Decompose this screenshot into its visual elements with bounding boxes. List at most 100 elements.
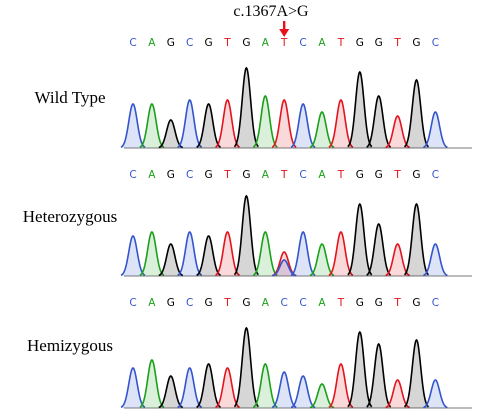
peak-T — [328, 231, 354, 276]
peak-A — [309, 243, 335, 277]
peak-fill — [328, 232, 353, 276]
peak-fill — [366, 224, 391, 276]
peak-G — [233, 326, 259, 408]
peak-C — [271, 371, 297, 409]
sample-label: Heterozygous — [23, 207, 117, 226]
peak-A — [309, 111, 335, 149]
mutation-arrow-icon — [279, 21, 290, 37]
base-letter: A — [318, 37, 326, 49]
peak-T — [328, 99, 354, 148]
peak-G — [366, 223, 392, 276]
base-letter: A — [262, 169, 270, 181]
base-letter: T — [280, 37, 288, 49]
base-letter: G — [412, 37, 420, 49]
peak-fill — [121, 368, 145, 408]
base-letter: T — [223, 169, 231, 181]
peak-fill — [385, 244, 410, 276]
peak-A — [139, 359, 165, 408]
peak-fill — [291, 232, 316, 276]
base-letter: C — [432, 37, 439, 49]
peak-A — [139, 231, 165, 276]
peak-fill — [158, 376, 183, 408]
base-letter: C — [299, 297, 306, 309]
peak-G — [196, 363, 222, 408]
peak-C — [177, 99, 203, 148]
base-letter: A — [148, 297, 156, 309]
base-letter: C — [432, 169, 439, 181]
peak-fill — [196, 236, 221, 276]
peak-fill — [139, 232, 164, 276]
base-letter: C — [129, 297, 136, 309]
peak-fill — [234, 328, 259, 408]
base-letter: T — [223, 37, 231, 49]
peak-C — [290, 375, 316, 409]
peak-T — [215, 231, 240, 276]
peak-fill — [272, 100, 297, 148]
peak-A — [252, 363, 278, 408]
peak-fill — [139, 104, 164, 148]
peak-fill — [253, 96, 278, 148]
peak-C — [177, 367, 203, 409]
peak-fill — [272, 372, 297, 408]
base-letter: A — [262, 297, 270, 309]
peak-fill — [291, 376, 316, 408]
base-letter: A — [318, 169, 326, 181]
base-letter: T — [337, 169, 345, 181]
sample-label: Wild Type — [35, 88, 106, 107]
peak-G — [347, 330, 373, 408]
peak-fill — [234, 68, 259, 148]
base-letter: G — [205, 37, 213, 49]
peak-fill — [253, 364, 278, 408]
peak-G — [347, 202, 373, 276]
base-letter: C — [129, 169, 136, 181]
peak-T — [328, 363, 354, 408]
base-letter: G — [356, 37, 364, 49]
peak-C — [423, 243, 448, 277]
peak-C — [423, 379, 448, 409]
peak-fill — [215, 368, 240, 408]
peak-fill — [196, 364, 221, 408]
peak-C — [120, 367, 146, 409]
base-letter: T — [337, 297, 345, 309]
base-letter: C — [299, 37, 306, 49]
peak-fill — [404, 204, 429, 276]
peak-T — [385, 243, 410, 277]
peak-G — [403, 78, 430, 148]
base-letter: T — [223, 297, 231, 309]
peak-fill — [158, 120, 183, 148]
peak-G — [233, 66, 259, 148]
base-letter: G — [167, 169, 175, 181]
base-letter: G — [356, 169, 364, 181]
base-letter: G — [375, 297, 383, 309]
peak-fill — [347, 332, 372, 408]
peak-fill — [347, 72, 372, 148]
peak-G — [158, 119, 184, 149]
base-letter: T — [393, 169, 401, 181]
peak-C — [290, 103, 316, 148]
base-letter: A — [262, 37, 270, 49]
base-letter: T — [337, 37, 345, 49]
peak-fill — [215, 232, 240, 276]
base-letter: G — [242, 169, 250, 181]
peak-fill — [310, 384, 334, 408]
peak-fill — [328, 364, 353, 408]
base-letter: C — [432, 297, 439, 309]
peak-fill — [215, 100, 240, 148]
base-letter: G — [205, 297, 213, 309]
peak-A — [309, 383, 335, 409]
peak-fill — [328, 100, 353, 148]
base-letter: A — [318, 297, 326, 309]
peak-C — [177, 231, 203, 276]
peak-fill — [196, 104, 221, 148]
peak-A — [139, 103, 165, 148]
peak-fill — [366, 96, 391, 148]
peak-C — [290, 231, 316, 276]
peak-fill — [423, 380, 448, 408]
peak-fill — [366, 344, 391, 408]
peak-G — [158, 243, 184, 277]
base-letter: C — [186, 297, 193, 309]
base-letter: G — [205, 169, 213, 181]
peak-G — [403, 338, 430, 408]
